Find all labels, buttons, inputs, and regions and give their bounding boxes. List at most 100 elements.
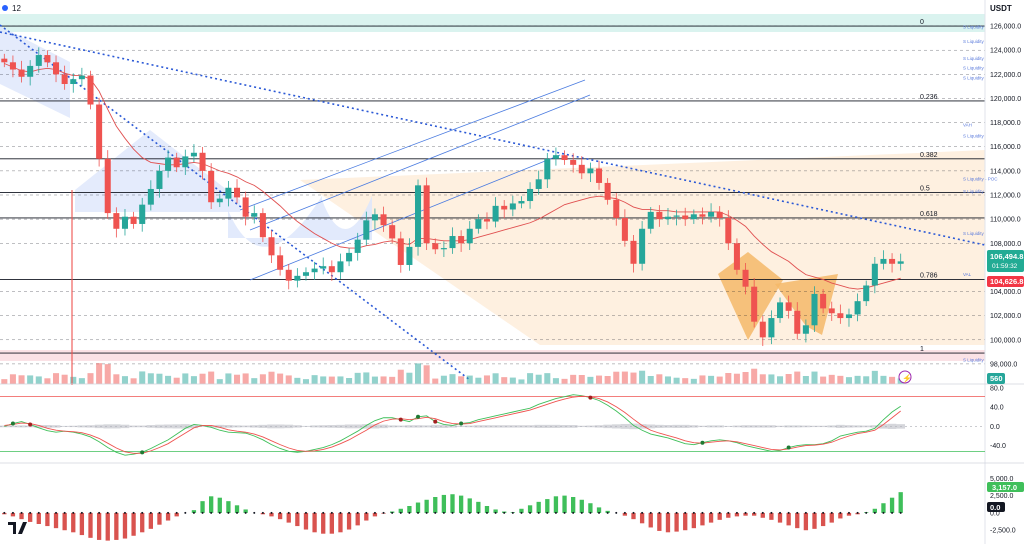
macd-zero-dot bbox=[106, 511, 109, 514]
osc-hist-bar bbox=[396, 425, 406, 428]
candle-body bbox=[828, 308, 835, 314]
volume-bar bbox=[397, 369, 404, 384]
osc-hist-bar bbox=[749, 425, 759, 428]
volume-bar bbox=[535, 374, 542, 384]
macd-zero-dot bbox=[227, 511, 230, 514]
macd-zero-dot bbox=[873, 511, 876, 514]
volume-bar bbox=[716, 376, 723, 384]
macd-zero-dot bbox=[192, 511, 195, 514]
candle-body bbox=[552, 155, 559, 159]
candle-body bbox=[104, 158, 111, 214]
osc-hist-bar bbox=[732, 425, 742, 428]
osc-hist-bar bbox=[629, 423, 638, 430]
candle-body bbox=[190, 152, 197, 157]
osc-hist-bar bbox=[60, 425, 69, 427]
macd-zero-dot bbox=[727, 511, 730, 514]
candle-body bbox=[845, 314, 852, 319]
osc-hist-bar bbox=[146, 425, 156, 428]
osc-hist-bar bbox=[655, 424, 664, 428]
volume-bar bbox=[147, 373, 154, 384]
macd-zero-dot bbox=[46, 511, 49, 514]
volume-bar bbox=[492, 373, 499, 384]
macd-zero-dot bbox=[572, 511, 575, 514]
volume-bar bbox=[742, 372, 749, 384]
event-icon[interactable] bbox=[898, 370, 912, 384]
volume-bar bbox=[449, 374, 456, 384]
pattern-left bbox=[718, 252, 783, 340]
osc-cross-dot bbox=[700, 440, 705, 445]
countdown: 01:59:32 bbox=[992, 263, 1018, 270]
osc-hist-bar bbox=[172, 424, 181, 429]
osc-hist-bar bbox=[318, 425, 328, 428]
macd-zero-dot bbox=[761, 511, 764, 514]
osc-hist-bar bbox=[491, 425, 500, 428]
bottom-liquidity-band bbox=[0, 350, 985, 361]
macd-zero-dot bbox=[804, 511, 807, 514]
osc-hist-bar bbox=[224, 425, 233, 428]
macd-tick-1: 2,500.0 bbox=[990, 493, 1013, 500]
macd-zero-dot bbox=[529, 511, 532, 514]
macd-zero-dot bbox=[787, 511, 790, 514]
candle-body bbox=[768, 318, 775, 338]
osc-hist-bar bbox=[206, 425, 216, 428]
channel-line-1[interactable] bbox=[239, 79, 586, 211]
osc-hist-bar bbox=[275, 424, 285, 429]
osc-hist-bar bbox=[155, 424, 164, 429]
osc-hist-bar bbox=[353, 424, 362, 429]
macd-zero-dot bbox=[503, 511, 506, 514]
price-labels: 106,494.8 01:59:32 104,626.8 560 ⚡ bbox=[898, 250, 1024, 384]
price-tick-5: 116,000.0 bbox=[990, 144, 1021, 151]
volume-bar bbox=[527, 373, 534, 384]
osc-hist-bar bbox=[517, 425, 526, 428]
osc-cross-dot bbox=[140, 450, 145, 455]
osc-hist-bar bbox=[86, 425, 95, 428]
osc-hist-bar bbox=[129, 425, 138, 428]
candle-body bbox=[208, 170, 215, 203]
osc-hist-bar bbox=[94, 424, 104, 429]
volume-bar bbox=[596, 375, 603, 384]
volume-bar bbox=[156, 373, 163, 384]
candle-body bbox=[87, 75, 94, 105]
osc-hist-bar bbox=[77, 425, 87, 428]
macd-zero-dot bbox=[322, 511, 325, 514]
trendline-steep[interactable] bbox=[0, 24, 471, 381]
osc-hist-bar bbox=[560, 425, 569, 428]
volume-bar bbox=[561, 378, 568, 384]
candle-body bbox=[759, 321, 766, 338]
volume-bar bbox=[811, 371, 818, 384]
channel-line-2[interactable] bbox=[249, 94, 591, 231]
osc-hist-bar bbox=[474, 425, 483, 428]
candle-body bbox=[604, 182, 611, 200]
annotation-5: VAH bbox=[963, 122, 972, 127]
volume-bar bbox=[863, 376, 870, 384]
osc-tick-0: 80.0 bbox=[990, 386, 1004, 393]
candle-body bbox=[70, 79, 77, 85]
candle-body bbox=[596, 168, 603, 183]
candle-body bbox=[285, 269, 292, 281]
candle-body bbox=[854, 301, 861, 315]
candle-body bbox=[570, 160, 577, 165]
osc-hist-bar bbox=[327, 425, 337, 428]
osc-hist-bar bbox=[430, 424, 440, 428]
macd-zero-dot bbox=[641, 511, 644, 514]
osc-hist-bar bbox=[482, 425, 492, 428]
osc-hist-bar bbox=[525, 425, 535, 428]
top-liquidity-band bbox=[0, 14, 985, 32]
volume-bar bbox=[173, 377, 180, 384]
channel-line-3[interactable] bbox=[249, 154, 561, 281]
osc-hist-bar bbox=[594, 425, 604, 428]
macd-zero-dot bbox=[158, 511, 161, 514]
current-price-box bbox=[987, 250, 1024, 272]
volume-bar bbox=[630, 372, 637, 384]
price-tick-2: 122,000.0 bbox=[990, 72, 1021, 79]
osc-hist-bar bbox=[836, 424, 845, 428]
macd-zero-dot bbox=[468, 511, 471, 514]
candle-body bbox=[432, 243, 439, 250]
macd-zero-dot bbox=[537, 511, 540, 514]
candle-body bbox=[509, 203, 516, 210]
volume-bar bbox=[415, 363, 422, 384]
candle-body bbox=[27, 65, 34, 77]
cup-shape bbox=[228, 196, 322, 247]
volume-bar bbox=[552, 378, 559, 384]
